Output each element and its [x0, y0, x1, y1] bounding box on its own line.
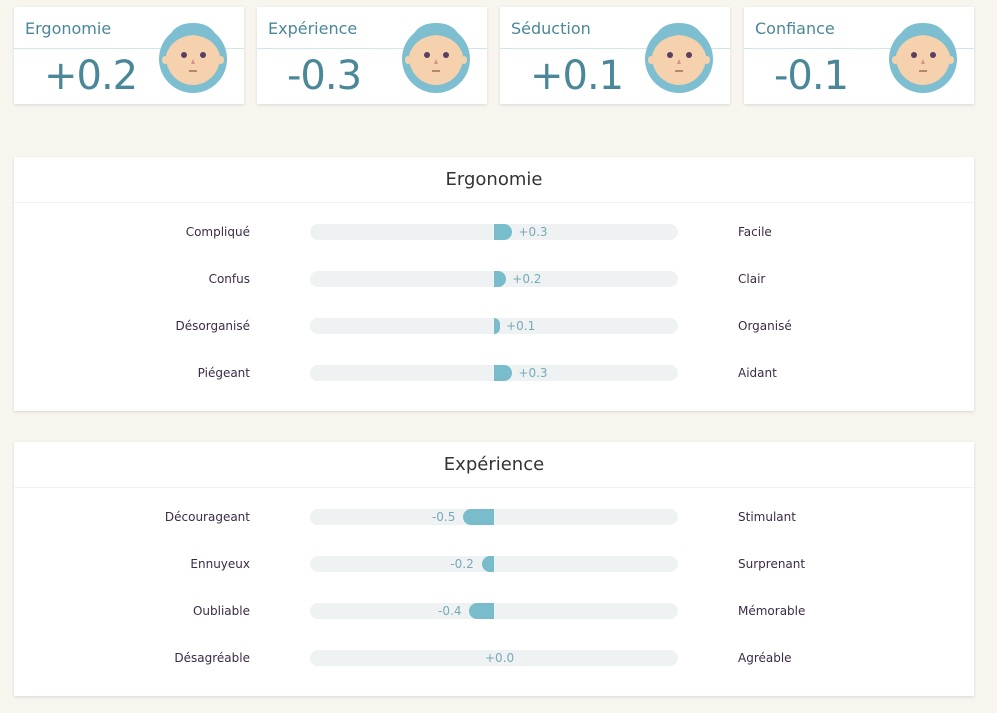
- summary-card-confiance: Confiance -0.1: [744, 7, 974, 104]
- left-label: Oubliable: [192, 604, 250, 618]
- section-title: Expérience: [14, 442, 974, 488]
- score-bar: +0.3: [310, 365, 678, 381]
- right-label: Surprenant: [738, 557, 806, 571]
- summary-value: +0.1: [530, 53, 624, 99]
- divider: [14, 48, 244, 49]
- section-title: Ergonomie: [14, 157, 974, 203]
- summary-card-ergonomie: Ergonomie +0.2: [14, 7, 244, 104]
- score-bar: +0.3: [310, 224, 678, 240]
- scale-row: Ennuyeux -0.2 Surprenant: [14, 556, 974, 574]
- score-bar-fill: [494, 318, 501, 334]
- right-label: Agréable: [738, 651, 792, 665]
- right-label: Organisé: [738, 319, 792, 333]
- score-value: -0.5: [431, 510, 456, 524]
- summary-card-séduction: Séduction +0.1: [500, 7, 730, 104]
- scale-row: Compliqué +0.3 Facile: [14, 224, 974, 242]
- left-label: Désagréable: [174, 651, 250, 665]
- score-value: -0.2: [450, 557, 474, 571]
- divider: [500, 48, 730, 49]
- section-panel: Expérience Décourageant -0.5 Stimulant E…: [14, 442, 974, 696]
- divider: [744, 48, 974, 49]
- score-bar-fill: [481, 556, 494, 572]
- score-bar-fill: [494, 365, 513, 381]
- score-bar: -0.4: [310, 603, 678, 619]
- avatar-icon: [645, 23, 713, 93]
- left-label: Confus: [208, 272, 250, 286]
- score-value: +0.2: [512, 272, 542, 286]
- scale-row: Décourageant -0.5 Stimulant: [14, 509, 974, 527]
- score-value: +0.3: [518, 225, 548, 239]
- summary-title: Expérience: [268, 19, 358, 38]
- summary-card-expérience: Expérience -0.3: [257, 7, 487, 104]
- score-bar-fill: [469, 603, 494, 619]
- score-bar-fill: [494, 271, 507, 287]
- right-label: Stimulant: [738, 510, 796, 524]
- right-label: Clair: [738, 272, 766, 286]
- summary-value: -0.1: [774, 53, 849, 99]
- scale-row: Oubliable -0.4 Mémorable: [14, 603, 974, 621]
- score-value: +0.3: [518, 366, 548, 380]
- score-bar: +0.2: [310, 271, 678, 287]
- avatar-icon: [889, 23, 957, 93]
- right-label: Mémorable: [738, 604, 806, 618]
- summary-value: +0.2: [44, 53, 138, 99]
- section-panel: Ergonomie Compliqué +0.3 Facile Confus +…: [14, 157, 974, 411]
- summary-value: -0.3: [287, 53, 362, 99]
- left-label: Décourageant: [164, 510, 250, 524]
- divider: [257, 48, 487, 49]
- score-value: +0.0: [485, 651, 515, 665]
- score-bar: +0.0: [310, 650, 678, 666]
- score-bar: +0.1: [310, 318, 678, 334]
- summary-title: Confiance: [755, 19, 835, 38]
- score-bar: -0.5: [310, 509, 678, 525]
- score-bar: -0.2: [310, 556, 678, 572]
- left-label: Désorganisé: [175, 319, 250, 333]
- score-value: +0.1: [506, 319, 536, 333]
- scale-row: Piégeant +0.3 Aidant: [14, 365, 974, 383]
- scale-row: Désorganisé +0.1 Organisé: [14, 318, 974, 336]
- left-label: Compliqué: [185, 225, 250, 239]
- summary-title: Ergonomie: [25, 19, 112, 38]
- scale-row: Désagréable +0.0 Agréable: [14, 650, 974, 668]
- left-label: Piégeant: [197, 366, 250, 380]
- scale-row: Confus +0.2 Clair: [14, 271, 974, 289]
- summary-title: Séduction: [511, 19, 591, 38]
- right-label: Facile: [738, 225, 772, 239]
- avatar-icon: [402, 23, 470, 93]
- avatar-icon: [159, 23, 227, 93]
- score-bar-fill: [494, 224, 513, 240]
- left-label: Ennuyeux: [190, 557, 250, 571]
- score-value: -0.4: [438, 604, 462, 618]
- right-label: Aidant: [738, 366, 777, 380]
- score-bar-fill: [463, 509, 494, 525]
